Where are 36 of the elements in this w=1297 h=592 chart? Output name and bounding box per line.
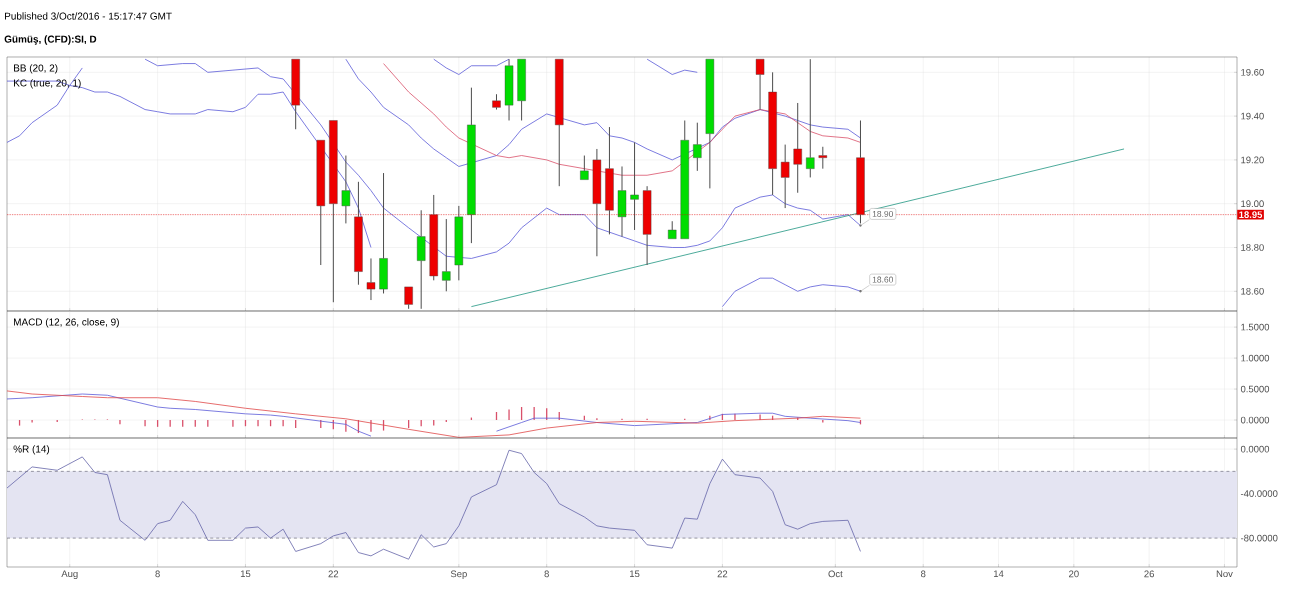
x-tick-label: 22 [717, 570, 728, 578]
y-tick-label: 18.80 [1241, 244, 1264, 251]
x-tick-label: Aug [61, 570, 78, 579]
annotation: BB (20, 2) [14, 64, 58, 74]
annotation: %R (14) [13, 445, 50, 455]
annotation: 18.90 [872, 210, 894, 217]
x-tick-label: 22 [328, 570, 339, 578]
y-tick-label: 0.0000 [1240, 416, 1270, 424]
y-tick-label: 1.5000 [1241, 323, 1270, 331]
annotation: KC (true, 20, 1) [14, 79, 81, 89]
y-tick-label: 18.60 [1241, 287, 1264, 295]
y-tick-label: 1.0000 [1241, 354, 1270, 362]
x-tick-label: 14 [993, 570, 1004, 578]
x-tick-label: Sep [450, 570, 467, 580]
y-tick-label: 0.5000 [1240, 385, 1270, 393]
annotation: 18.60 [872, 276, 894, 283]
y-tick-label: -80.0000 [1240, 534, 1278, 542]
x-tick-label: 20 [1069, 570, 1079, 578]
y-tick-label: 0.0000 [1240, 445, 1270, 453]
chart-subtitle: Gümüş, (CFD):SI, D [4, 35, 97, 45]
y-tick-label: -40.0000 [1240, 490, 1278, 497]
ref-line-label: 18.95 [1239, 211, 1263, 218]
y-tick-label: 19.60 [1241, 68, 1264, 76]
y-tick-label: 19.00 [1241, 200, 1264, 208]
x-tick-label: 15 [240, 570, 251, 578]
x-tick-label: 8 [544, 570, 549, 578]
x-tick-label: Nov [1216, 570, 1233, 578]
annotation: MACD (12, 26, close, 9) [14, 318, 119, 328]
y-tick-label: 19.20 [1241, 156, 1264, 164]
x-tick-label: Oct [828, 570, 843, 578]
x-tick-label: 26 [1144, 570, 1154, 578]
chart-title: Published 3/Oct/2016 - 15:17:47 GMT [5, 12, 172, 20]
x-tick-label: 15 [630, 570, 640, 578]
x-tick-label: 8 [921, 570, 926, 578]
x-tick-label: 8 [155, 570, 160, 578]
y-tick-label: 19.40 [1241, 112, 1264, 120]
